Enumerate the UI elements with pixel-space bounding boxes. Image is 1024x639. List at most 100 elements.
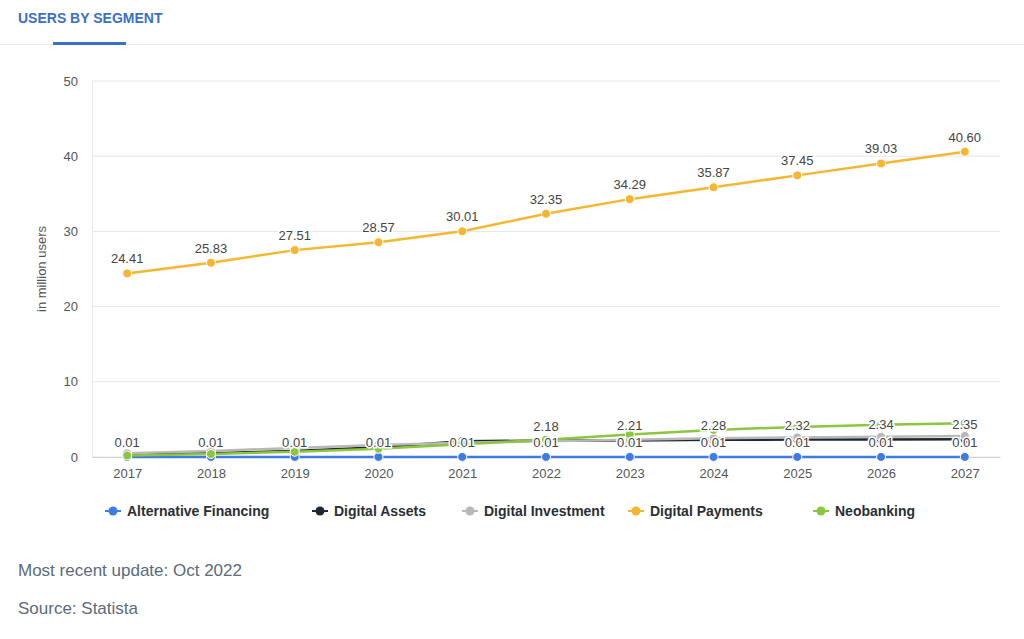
y-tick-label: 10 (64, 374, 78, 389)
data-label: 2.32 (785, 418, 810, 433)
legend-label: Digital Investment (484, 503, 605, 519)
marker (709, 452, 718, 461)
marker (542, 452, 551, 461)
grid-line (92, 306, 1000, 307)
data-label: 0.01 (198, 435, 223, 450)
marker (123, 269, 132, 278)
marker (542, 209, 551, 218)
data-labels: 0.010.010.010.010.010.010.010.010.010.01… (111, 130, 981, 450)
y-tick-label: 50 (64, 74, 78, 89)
legend-marker (817, 507, 826, 516)
footer-text: Most recent update: Oct 2022 (18, 561, 242, 580)
y-tick: 40 (64, 149, 92, 164)
y-tick: 10 (64, 374, 92, 389)
legend-item: Digital Assets (312, 503, 426, 519)
data-label: 24.41 (111, 251, 144, 266)
data-label: 2.34 (868, 417, 893, 432)
x-tick-label: 2024 (700, 466, 729, 481)
y-tick-label: 30 (64, 224, 78, 239)
marker (123, 451, 132, 460)
data-label: 27.51 (278, 228, 311, 243)
legend-marker (109, 507, 118, 516)
marker (625, 195, 634, 204)
marker (374, 238, 383, 247)
data-label: 0.01 (617, 435, 642, 450)
header-rule (0, 44, 1024, 45)
data-label: 2.35 (952, 417, 977, 432)
data-label: 0.01 (450, 435, 475, 450)
data-label: 0.01 (533, 435, 558, 450)
x-tick-label: 2020 (365, 466, 394, 481)
legend-item: Digital Investment (462, 503, 605, 519)
data-label: 37.45 (781, 153, 814, 168)
y-tick-label: 0 (71, 450, 78, 465)
legend-label: Digital Assets (334, 503, 426, 519)
grid-line (92, 381, 1000, 382)
grid (92, 81, 1000, 457)
marker (793, 452, 802, 461)
data-label: 30.01 (446, 209, 479, 224)
legend-label: Digital Payments (650, 503, 763, 519)
marker (709, 183, 718, 192)
legend-item: Digital Payments (628, 503, 763, 519)
x-tick-label: 2021 (448, 466, 477, 481)
data-label: 0.01 (282, 435, 307, 450)
marker (458, 452, 467, 461)
x-tick-label: 2022 (532, 466, 561, 481)
marker (877, 159, 886, 168)
data-label: 34.29 (613, 177, 646, 192)
y-axis-title: in million users (34, 226, 49, 312)
x-tick-label: 2018 (197, 466, 226, 481)
legend-item: Neobanking (813, 503, 915, 519)
legend-marker (466, 507, 475, 516)
data-label: 25.83 (195, 241, 228, 256)
x-tick-label: 2027 (951, 466, 980, 481)
data-label: 40.60 (949, 130, 982, 145)
data-label: 28.57 (362, 220, 395, 235)
series-markers (123, 147, 970, 278)
tab-underline (53, 42, 126, 45)
data-label: 0.01 (115, 435, 140, 450)
legend-label: Alternative Financing (127, 503, 269, 519)
legend-label: Neobanking (835, 503, 915, 519)
data-label: 0.01 (952, 435, 977, 450)
grid-line (92, 231, 1000, 232)
x-tick-label: 2019 (281, 466, 310, 481)
x-tick-label: 2017 (113, 466, 142, 481)
y-tick: 20 (64, 299, 92, 314)
marker (960, 452, 969, 461)
data-label: 2.18 (533, 419, 558, 434)
marker (793, 171, 802, 180)
x-tick-label: 2025 (783, 466, 812, 481)
legend-marker (632, 507, 641, 516)
marker (877, 452, 886, 461)
y-axis: 0 10 20 30 40 50 (64, 74, 93, 465)
x-tick-label: 2026 (867, 466, 896, 481)
data-label: 35.87 (697, 165, 730, 180)
legend-marker (316, 507, 325, 516)
marker (625, 452, 634, 461)
series-line (127, 152, 965, 274)
y-tick: 0 (71, 450, 92, 465)
x-tick-label: 2023 (616, 466, 645, 481)
y-tick: 30 (64, 224, 92, 239)
series-markers (123, 419, 970, 460)
marker (290, 246, 299, 255)
legend-item: Alternative Financing (105, 503, 269, 519)
plot-area (123, 147, 970, 461)
marker (960, 147, 969, 156)
data-label: 0.01 (701, 435, 726, 450)
y-tick: 50 (64, 74, 92, 89)
data-label: 0.01 (785, 435, 810, 450)
y-tick-label: 20 (64, 299, 78, 314)
series-markers (123, 435, 970, 459)
title: USERS BY SEGMENT (18, 10, 163, 26)
marker (206, 449, 215, 458)
legend: Alternative Financing Digital Assets Digit… (105, 503, 915, 519)
footer-text: Source: Statista (18, 599, 139, 618)
marker (374, 452, 383, 461)
grid-line (92, 81, 1000, 82)
data-label: 2.28 (701, 418, 726, 433)
data-label: 32.35 (530, 192, 563, 207)
marker (206, 258, 215, 267)
